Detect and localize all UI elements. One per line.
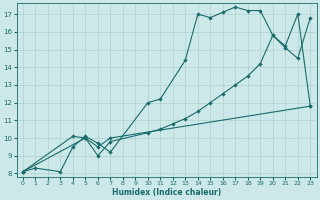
X-axis label: Humidex (Indice chaleur): Humidex (Indice chaleur) [112, 188, 221, 197]
